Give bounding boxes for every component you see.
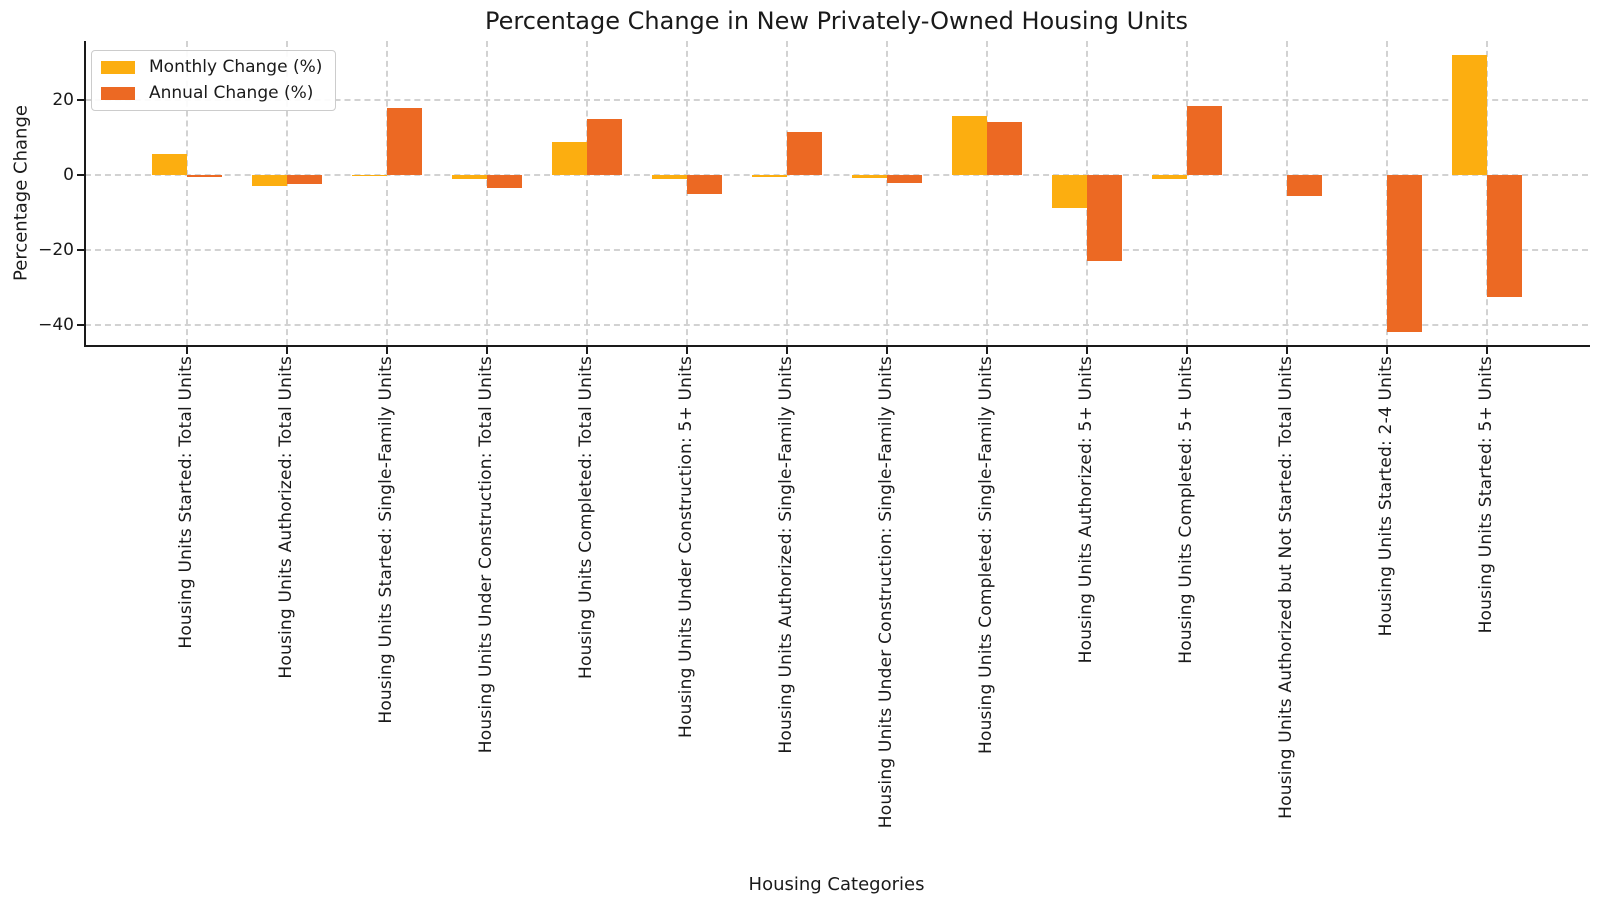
chart-title: Percentage Change in New Privately-Owned…	[485, 7, 1188, 35]
x-tick-mark	[986, 346, 988, 354]
x-tick-mark	[1186, 346, 1188, 354]
legend-swatch	[101, 87, 135, 100]
x-tick-label: Housing Units Completed: Total Units	[576, 356, 596, 679]
x-gridline	[1186, 41, 1188, 345]
x-axis-spine	[84, 345, 1590, 347]
x-tick-label: Housing Units Authorized but Not Started…	[1276, 356, 1296, 819]
x-tick-label: Housing Units Under Construction: 5+ Uni…	[676, 356, 696, 738]
monthly-bar	[1452, 54, 1487, 175]
x-tick-label: Housing Units Authorized: 5+ Units	[1076, 356, 1096, 664]
y-axis-spine	[84, 41, 86, 347]
y-gridline	[85, 98, 1588, 101]
x-tick-label: Housing Units Started: Total Units	[176, 356, 196, 649]
x-tick-label: Housing Units Authorized: Total Units	[276, 356, 296, 679]
y-gridline	[85, 324, 1588, 327]
x-tick-label: Housing Units Started: 2-4 Units	[1376, 356, 1396, 637]
annual-bar	[987, 122, 1022, 175]
x-tick-mark	[586, 346, 588, 354]
annual-bar	[687, 174, 722, 195]
monthly-bar	[1152, 174, 1187, 180]
y-gridline	[85, 249, 1588, 252]
y-tick-mark	[77, 249, 85, 252]
monthly-bar	[652, 174, 687, 180]
x-gridline	[186, 41, 188, 345]
x-gridline	[586, 41, 588, 345]
monthly-bar	[152, 153, 187, 175]
x-gridline	[786, 41, 788, 345]
y-gridline	[85, 173, 1588, 176]
x-tick-mark	[1086, 346, 1088, 354]
monthly-bar	[752, 174, 787, 178]
x-tick-mark	[686, 346, 688, 354]
x-tick-label: Housing Units Started: 5+ Units	[1476, 356, 1496, 634]
legend-item: Monthly Change (%)	[101, 58, 322, 77]
monthly-bar	[1052, 174, 1087, 208]
x-tick-mark	[286, 346, 288, 354]
monthly-bar	[952, 116, 987, 175]
annual-bar	[1087, 174, 1122, 261]
annual-bar	[287, 174, 322, 184]
annual-bar	[1487, 174, 1522, 298]
y-tick-mark	[77, 173, 85, 176]
y-tick-label: −40	[38, 315, 74, 336]
x-tick-mark	[186, 346, 188, 354]
annual-bar	[1387, 174, 1422, 333]
x-tick-mark	[386, 346, 388, 354]
plot-area: Monthly Change (%) Annual Change (%)	[85, 41, 1588, 345]
x-gridline	[486, 41, 488, 345]
x-tick-label: Housing Units Completed: 5+ Units	[1176, 356, 1196, 664]
x-tick-mark	[1386, 346, 1388, 354]
y-tick-label: −20	[38, 240, 74, 261]
x-tick-label: Housing Units Started: Single-Family Uni…	[376, 356, 396, 724]
x-tick-mark	[1486, 346, 1488, 354]
x-tick-mark	[886, 346, 888, 354]
x-tick-label: Housing Units Completed: Single-Family U…	[976, 356, 996, 754]
annual-bar	[1287, 174, 1322, 196]
x-axis-label: Housing Categories	[748, 874, 925, 895]
x-tick-mark	[1286, 346, 1288, 354]
x-tick-mark	[486, 346, 488, 354]
annual-bar	[187, 174, 222, 178]
monthly-bar	[552, 142, 587, 175]
y-tick-label: 20	[52, 89, 74, 110]
legend-swatch	[101, 61, 135, 74]
x-tick-mark	[786, 346, 788, 354]
annual-bar	[887, 174, 922, 184]
monthly-bar	[252, 174, 287, 187]
legend-label: Annual Change (%)	[149, 83, 314, 103]
y-tick-mark	[77, 324, 85, 327]
annual-bar	[487, 174, 522, 189]
x-tick-label: Housing Units Authorized: Single-Family …	[776, 356, 796, 754]
annual-bar	[387, 107, 422, 175]
x-tick-label: Housing Units Under Construction: Single…	[876, 356, 896, 829]
x-tick-label: Housing Units Under Construction: Total …	[476, 356, 496, 754]
annual-bar	[787, 132, 822, 175]
legend: Monthly Change (%) Annual Change (%)	[91, 50, 337, 111]
monthly-bar	[852, 174, 887, 179]
x-gridline	[386, 41, 388, 345]
monthly-bar	[452, 174, 487, 180]
annual-bar	[1187, 106, 1222, 175]
legend-item: Annual Change (%)	[101, 84, 322, 103]
x-gridline	[286, 41, 288, 345]
y-tick-label: 0	[63, 164, 74, 185]
monthly-bar	[352, 174, 387, 177]
annual-bar	[587, 119, 622, 175]
x-gridline	[986, 41, 988, 345]
y-tick-mark	[77, 98, 85, 101]
x-gridline	[886, 41, 888, 345]
legend-label: Monthly Change (%)	[149, 57, 323, 77]
